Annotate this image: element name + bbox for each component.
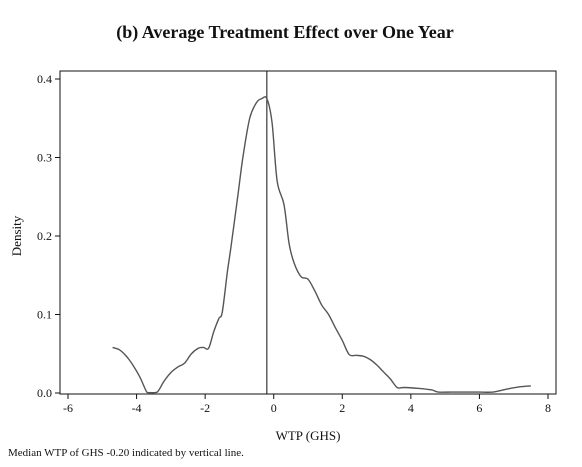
x-tick-label: 2: [339, 401, 345, 415]
x-axis: -6 -4 -2 0 2 4 6 8: [63, 394, 551, 415]
y-axis-label: Density: [9, 215, 24, 256]
x-tick-label: -6: [63, 401, 73, 415]
x-tick-label: 6: [476, 401, 482, 415]
plot-frame: [59, 70, 557, 395]
y-axis: 0.0 0.1 0.2 0.3 0.4: [37, 72, 60, 400]
density-curve: [112, 96, 531, 394]
x-tick-label: -4: [132, 401, 142, 415]
x-tick-label: -2: [200, 401, 210, 415]
y-tick-label: 0.0: [37, 386, 52, 400]
y-tick-label: 0.3: [37, 151, 52, 165]
x-tick-label: 8: [545, 401, 551, 415]
chart-title: (b) Average Treatment Effect over One Ye…: [116, 22, 454, 43]
y-tick-label: 0.4: [37, 72, 52, 86]
y-tick-label: 0.2: [37, 229, 52, 243]
x-tick-label: 0: [271, 401, 277, 415]
footnote: Median WTP of GHS -0.20 indicated by ver…: [8, 447, 244, 459]
x-axis-label: WTP (GHS): [276, 428, 341, 443]
y-tick-label: 0.1: [37, 308, 52, 322]
x-tick-label: 4: [408, 401, 414, 415]
